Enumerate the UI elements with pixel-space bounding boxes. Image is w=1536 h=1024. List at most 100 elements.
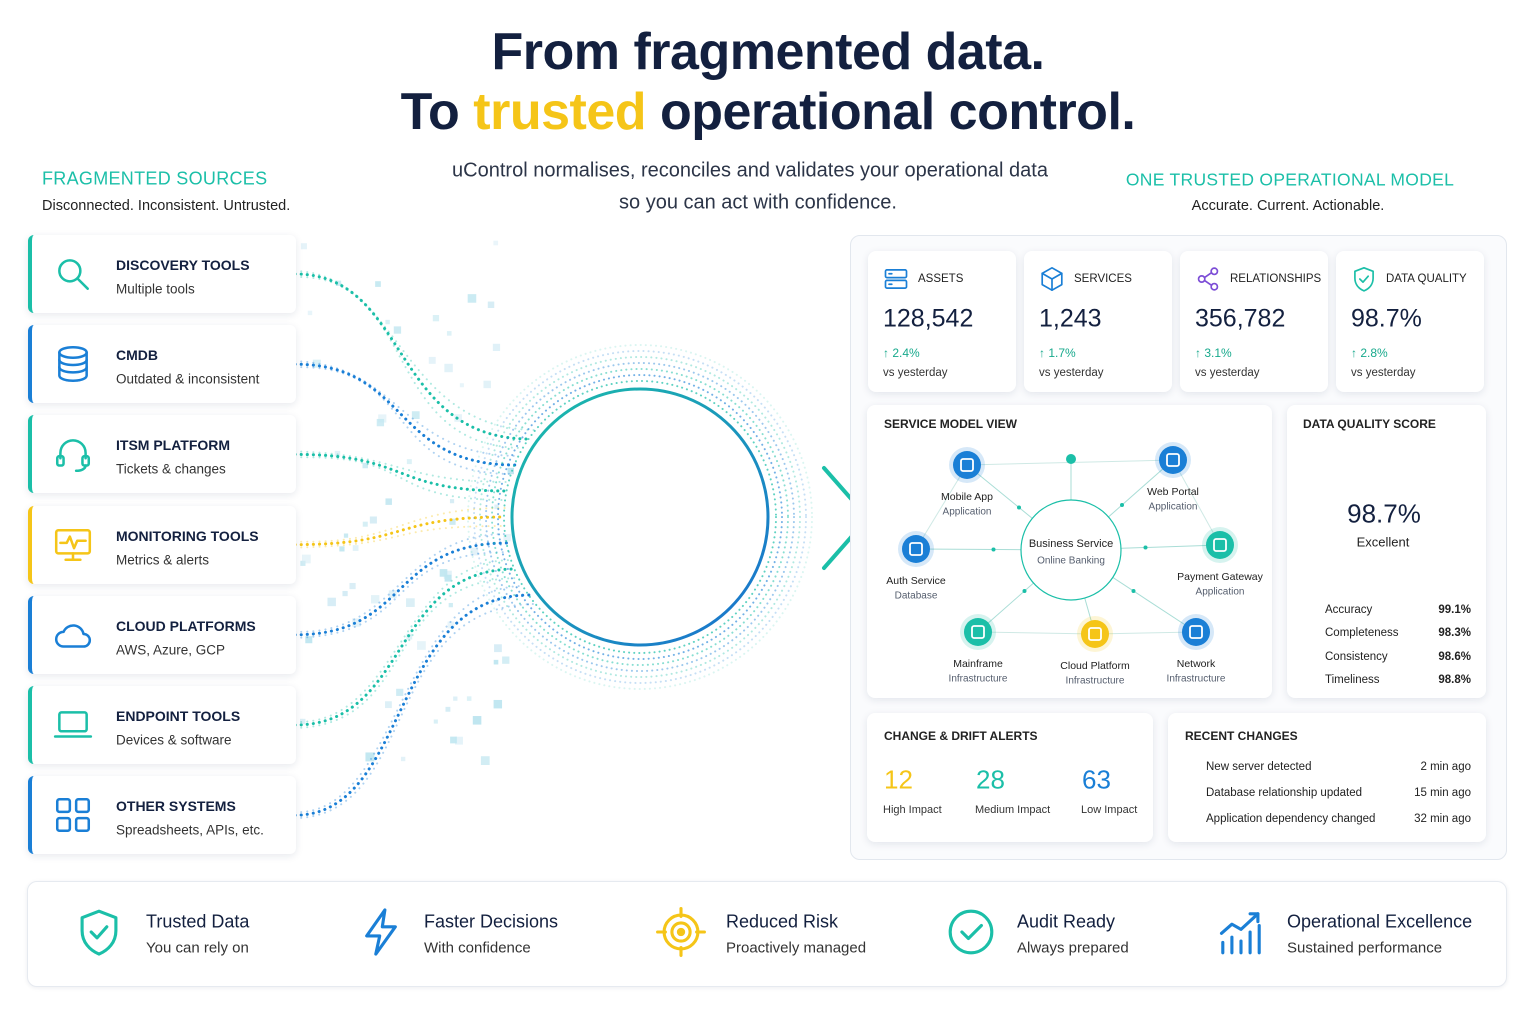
source-subtitle: Metrics & alerts xyxy=(116,552,210,568)
node-glyph xyxy=(1166,453,1180,467)
node-label: Cloud Platform xyxy=(1060,660,1130,672)
particle xyxy=(300,243,307,250)
data-flow xyxy=(293,452,510,493)
kpi-label: RELATIONSHIPS xyxy=(1230,273,1322,285)
quality-rating: Excellent xyxy=(1356,534,1410,550)
benefit-icon xyxy=(355,906,407,958)
particle xyxy=(335,280,342,286)
kpi-value: 356,782 xyxy=(1195,304,1286,333)
source-subtitle: Tickets & changes xyxy=(116,461,226,477)
icon-shape xyxy=(676,927,686,937)
icon-shape xyxy=(89,925,109,940)
benefit-icon xyxy=(655,906,707,958)
kpi-icon xyxy=(882,265,910,293)
kpi-change: ↑ 1.7% xyxy=(1039,346,1076,360)
particle xyxy=(445,706,451,712)
particle xyxy=(334,450,341,457)
icon xyxy=(884,269,908,289)
benefit-title: Faster Decisions xyxy=(424,911,559,932)
benefit-subtitle: With confidence xyxy=(424,939,531,957)
icon-shape xyxy=(1248,912,1260,924)
source-icon xyxy=(52,343,94,385)
benefit-subtitle: Always prepared xyxy=(1017,939,1129,957)
alert-label: Low Impact xyxy=(1081,804,1138,816)
particle xyxy=(362,521,368,527)
particle xyxy=(406,598,415,607)
kpi-icon xyxy=(1350,265,1378,293)
card-title: CHANGE & DRIFT ALERTS xyxy=(884,729,1038,743)
icon-shape xyxy=(55,817,72,833)
icon-shape xyxy=(76,277,89,290)
kpi-change: ↑ 2.4% xyxy=(883,346,920,360)
source-title: DISCOVERY TOOLS xyxy=(116,257,250,273)
node xyxy=(1159,446,1187,474)
particle xyxy=(362,462,368,469)
kpi-note: vs yesterday xyxy=(1195,367,1260,379)
particle xyxy=(443,570,452,579)
kpi-card xyxy=(1024,251,1172,392)
node-glyph xyxy=(1088,627,1102,641)
particle xyxy=(467,294,477,303)
icon xyxy=(1354,266,1374,292)
icon-shape xyxy=(1197,275,1206,283)
node-sublabel: Infrastructure xyxy=(1065,675,1125,687)
alert-label: Medium Impact xyxy=(975,804,1051,816)
node-sublabel: Database xyxy=(894,590,938,602)
node-label: Mainframe xyxy=(953,658,1003,670)
data-flow xyxy=(294,525,507,549)
particle xyxy=(406,459,412,465)
panel-tagline: Disconnected. Inconsistent. Untrusted. xyxy=(42,198,291,214)
icon-shape xyxy=(58,259,82,283)
card-title: RECENT CHANGES xyxy=(1185,729,1298,743)
node-sublabel: Application xyxy=(942,506,992,518)
node xyxy=(1081,620,1109,648)
metric-name: Accuracy xyxy=(1325,604,1373,616)
particle xyxy=(327,597,336,607)
alert-count: 28 xyxy=(976,764,1005,795)
particle xyxy=(352,618,361,627)
icon-shape xyxy=(58,711,88,733)
source-title: OTHER SYSTEMS xyxy=(116,798,236,815)
icon-shape xyxy=(55,455,65,468)
icon-shape xyxy=(365,908,397,956)
source-card xyxy=(28,595,296,674)
source-title: CLOUD PLATFORMS xyxy=(116,617,256,634)
particle xyxy=(470,547,479,556)
icon-shape xyxy=(884,269,908,279)
source-title: CMDB xyxy=(116,347,158,364)
icon-shape xyxy=(1203,271,1213,279)
kpi-label: DATA QUALITY xyxy=(1386,273,1467,285)
alert-count: 63 xyxy=(1082,764,1111,795)
graph-dot xyxy=(1131,589,1136,593)
particle xyxy=(492,343,501,351)
icon xyxy=(1041,266,1063,292)
particle xyxy=(449,499,455,504)
graph-edge xyxy=(1172,459,1221,546)
particle xyxy=(385,319,390,325)
particle xyxy=(433,719,438,724)
benefit-icon xyxy=(945,906,997,958)
particle xyxy=(494,504,499,510)
kpi-card xyxy=(1180,251,1328,392)
particle xyxy=(339,546,345,552)
panel-tagline: Accurate. Current. Actionable. xyxy=(1191,198,1385,214)
data-flow xyxy=(293,515,507,547)
node-label: Web Portal xyxy=(1147,486,1199,498)
particle xyxy=(385,498,392,505)
icon xyxy=(58,346,88,383)
data-flow xyxy=(294,366,514,475)
title-highlight: trusted xyxy=(473,83,647,141)
node-label: Payment Gateway xyxy=(1177,571,1263,583)
particle xyxy=(305,636,313,644)
source-icon xyxy=(52,704,94,746)
icon xyxy=(365,908,397,956)
icon xyxy=(53,711,93,738)
source-icon xyxy=(52,524,94,566)
change-time: 15 min ago xyxy=(1414,787,1471,799)
subtitle: uControl normalises, reconciles and vali… xyxy=(452,159,1048,182)
kpi-card xyxy=(1336,251,1484,392)
center-label: Business Service xyxy=(1028,538,1114,550)
benefit-subtitle: Proactively managed xyxy=(726,939,867,957)
particle xyxy=(396,688,404,696)
